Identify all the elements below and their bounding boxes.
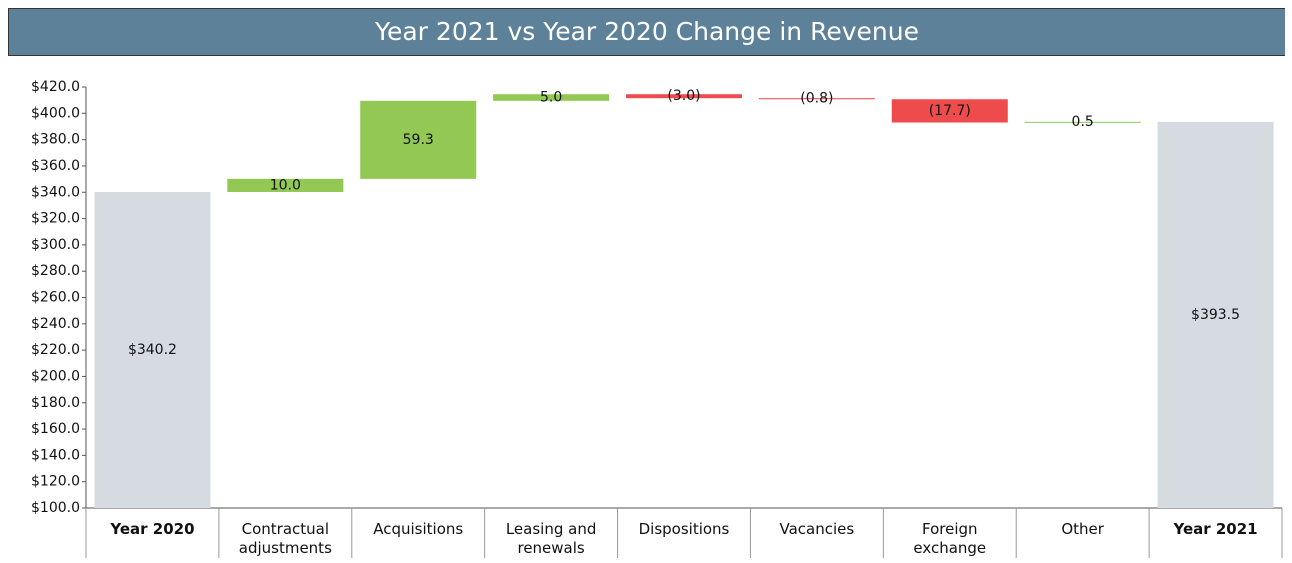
x-tick-label: Year 2020 <box>110 520 195 538</box>
y-tick-label: $100.0 <box>31 500 80 516</box>
bar <box>626 94 742 99</box>
y-tick-label: $160.0 <box>31 421 80 437</box>
value-label: $340.2 <box>128 342 177 358</box>
y-tick-label: $200.0 <box>31 368 80 384</box>
y-tick-label: $300.0 <box>31 237 80 253</box>
bar <box>493 94 610 101</box>
y-tick-label: $260.0 <box>31 290 80 306</box>
value-label: $393.5 <box>1191 307 1240 323</box>
bar <box>891 99 1008 123</box>
bar <box>1157 121 1274 508</box>
value-label: 5.0 <box>540 90 562 106</box>
y-tick-label: $120.0 <box>31 474 80 490</box>
y-tick-label: $220.0 <box>31 342 80 358</box>
y-tick-label: $240.0 <box>31 316 80 332</box>
value-label: 0.5 <box>1072 114 1094 130</box>
x-tick-label: Leasing and renewals <box>505 520 597 557</box>
value-label: (3.0) <box>667 88 700 104</box>
value-label: (17.7) <box>929 103 971 119</box>
x-tick-label: Dispositions <box>638 520 730 538</box>
y-tick-label: $420.0 <box>31 79 80 95</box>
x-tick-label: Other <box>1061 520 1104 538</box>
y-tick-label: $360.0 <box>31 158 80 174</box>
chart-title: Year 2021 vs Year 2020 Change in Revenue <box>8 8 1285 56</box>
value-label: 59.3 <box>403 132 434 148</box>
y-tick-label: $140.0 <box>31 447 80 463</box>
y-tick-label: $400.0 <box>31 105 80 121</box>
x-tick-label: Acquisitions <box>373 520 464 538</box>
y-tick-label: $280.0 <box>31 263 80 279</box>
value-label: (0.8) <box>800 91 833 107</box>
bar <box>360 100 477 179</box>
x-tick-label: Year 2021 <box>1173 520 1258 538</box>
x-tick-label: Contractual adjustments <box>238 520 332 557</box>
bar <box>758 98 875 100</box>
bar <box>1024 121 1141 123</box>
bar <box>94 191 211 508</box>
x-tick-label: Vacancies <box>779 520 855 538</box>
y-tick-label: $180.0 <box>31 395 80 411</box>
y-tick-label: $340.0 <box>31 184 80 200</box>
x-tick-label: Foreign exchange <box>913 520 987 557</box>
y-tick-label: $380.0 <box>31 132 80 148</box>
bar <box>227 178 344 192</box>
y-tick-label: $320.0 <box>31 211 80 227</box>
value-label: 10.0 <box>270 177 301 193</box>
